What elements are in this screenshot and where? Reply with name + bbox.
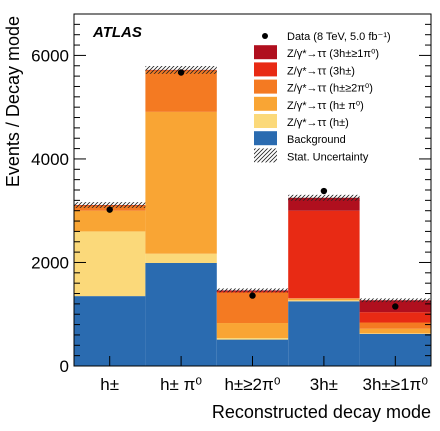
y-tick-label-2000: 2000 <box>31 253 69 272</box>
bar-ztautau-h-2pi0-2 <box>145 70 217 112</box>
data-points-layer <box>106 69 399 310</box>
legend-label-ztautau-h-2pi0: Z/γ*→ττ (h±≥2π⁰) <box>287 83 373 95</box>
bar-ztautau-h-3 <box>216 338 289 340</box>
x-tick-label-4: 3h± <box>310 375 338 394</box>
x-tick-label-1: h± <box>100 375 119 394</box>
bar-ztautau-h-5 <box>359 333 431 334</box>
bar-ztautau-h-4 <box>288 300 360 302</box>
bar-ztautau-h-2pi0-5 <box>359 322 431 329</box>
legend-swatch-stat-uncertainty <box>254 148 277 163</box>
legend-marker-data <box>262 33 268 39</box>
x-tick-label-5: 3h±≥1π⁰ <box>363 375 429 394</box>
bar-ztautau-h-pi0-3 <box>216 323 289 339</box>
stat-uncertainty-band-5 <box>359 298 431 303</box>
data-point-4 <box>320 187 328 195</box>
legend-swatch-ztautau-h-pi0 <box>254 96 277 111</box>
legend-label-background: Background <box>287 134 346 146</box>
data-point-2 <box>177 69 185 76</box>
legend-label-data: Data (8 TeV, 5.0 fb⁻¹) <box>287 31 391 43</box>
bar-ztautau-3h-1pi0-4 <box>288 197 360 211</box>
x-tick-label-3: h±≥2π⁰ <box>224 375 280 394</box>
bar-ztautau-3h-4 <box>288 210 360 299</box>
bar-ztautau-h-2pi0-4 <box>288 298 360 299</box>
data-point-5 <box>392 303 399 310</box>
bar-ztautau-h-2 <box>145 253 217 263</box>
stat-uncertainty-band-4 <box>288 194 360 201</box>
bar-background-2 <box>145 262 217 366</box>
bar-ztautau-h-1 <box>74 231 146 297</box>
data-point-1 <box>106 206 113 213</box>
x-tick-label-2: h± π⁰ <box>160 375 202 394</box>
legend-swatch-ztautau-h <box>254 114 277 128</box>
legend-label-ztautau-h-pi0: Z/γ*→ττ (h± π⁰) <box>287 100 364 112</box>
bar-background-1 <box>74 296 146 366</box>
stat-uncertainty-band-1 <box>74 202 146 208</box>
data-point-3 <box>249 292 256 299</box>
legend-label-ztautau-3h-1pi0: Z/γ*→ττ (3h±≥1π⁰) <box>287 48 379 60</box>
legend: Data (8 TeV, 5.0 fb⁻¹) Z/γ*→ττ (3h±≥1π⁰) Z… <box>254 31 391 163</box>
legend-label-stat-uncertainty: Stat. Uncertainty <box>287 151 369 163</box>
x-axis-title: Reconstructed decay mode <box>212 402 431 422</box>
stat-uncertainty-band-3 <box>216 288 289 293</box>
legend-swatch-ztautau-h-2pi0 <box>254 79 277 94</box>
bar-ztautau-3h-5 <box>359 312 431 323</box>
bar-ztautau-h-pi0-5 <box>359 328 431 334</box>
legend-swatch-ztautau-3h-1pi0 <box>254 45 277 60</box>
bar-ztautau-h-pi0-2 <box>145 111 217 254</box>
bar-ztautau-h-pi0-4 <box>288 298 360 301</box>
y-tick-label-6000: 6000 <box>31 46 69 65</box>
legend-label-ztautau-h: Z/γ*→ττ (h±) <box>287 117 349 129</box>
y-tick-label-0: 0 <box>60 357 69 376</box>
bar-ztautau-h-pi0-1 <box>74 210 146 232</box>
legend-swatch-ztautau-3h <box>254 62 277 77</box>
y-axis-title: Events / Decay mode <box>3 16 23 187</box>
legend-swatch-background <box>254 131 277 146</box>
legend-label-ztautau-3h: Z/γ*→ττ (3h±) <box>287 65 355 77</box>
atlas-label: ATLAS <box>92 24 142 41</box>
bar-background-4 <box>288 301 360 366</box>
y-tick-label-4000: 4000 <box>31 150 69 169</box>
bars-layer <box>74 65 431 366</box>
axis-ticks-layer: 0 2000 4000 6000 h± h± π⁰ h±≥2π⁰ 3h± 3h±≥1π⁰ <box>31 13 431 394</box>
